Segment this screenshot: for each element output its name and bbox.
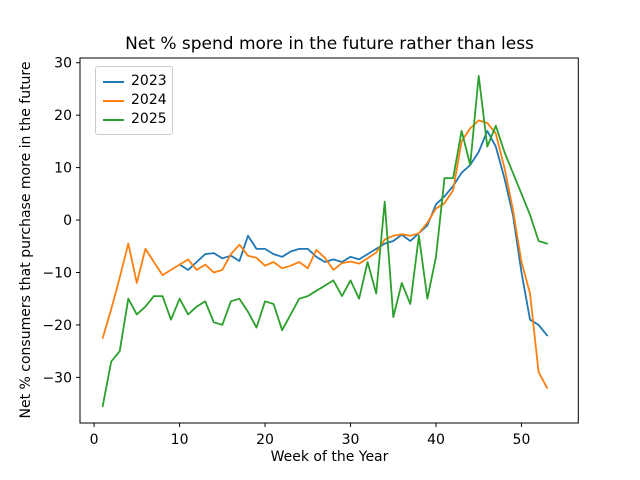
- y-tick-label: −10: [42, 265, 72, 281]
- legend-line-sample-2023: [103, 80, 124, 83]
- x-tick-label: 30: [342, 432, 360, 448]
- y-tick-label: −30: [42, 370, 72, 386]
- x-tick-label: 0: [90, 432, 99, 448]
- legend-item-2025: 2025: [103, 110, 167, 129]
- legend-line-sample-2024: [103, 99, 124, 102]
- y-tick-label: 0: [63, 213, 72, 229]
- legend: 2023 2024 2025: [95, 66, 173, 135]
- y-axis-label: Net % consumers that purchase more in th…: [18, 61, 34, 419]
- series-line-2025: [101, 74, 548, 408]
- legend-label-2025: 2025: [131, 111, 167, 127]
- axes-spines: [79, 57, 579, 424]
- series-line-2024: [101, 119, 548, 389]
- y-tick-label: 20: [54, 108, 72, 124]
- y-tick-label: 10: [54, 161, 72, 177]
- x-tick-label: 20: [256, 432, 274, 448]
- x-tick-label: 50: [513, 432, 531, 448]
- legend-item-2023: 2023: [103, 72, 167, 91]
- x-axis-label: Week of the Year: [270, 449, 389, 465]
- legend-line-sample-2025: [103, 118, 124, 121]
- x-tick-label: 10: [171, 432, 189, 448]
- legend-label-2024: 2024: [131, 92, 167, 108]
- chart-title: Net % spend more in the future rather th…: [125, 34, 534, 54]
- legend-item-2024: 2024: [103, 91, 167, 110]
- y-tick-label: 30: [54, 56, 72, 72]
- legend-label-2023: 2023: [131, 73, 167, 89]
- x-tick-label: 40: [427, 432, 445, 448]
- series-line-2023: [178, 129, 548, 337]
- y-tick-label: −20: [42, 318, 72, 334]
